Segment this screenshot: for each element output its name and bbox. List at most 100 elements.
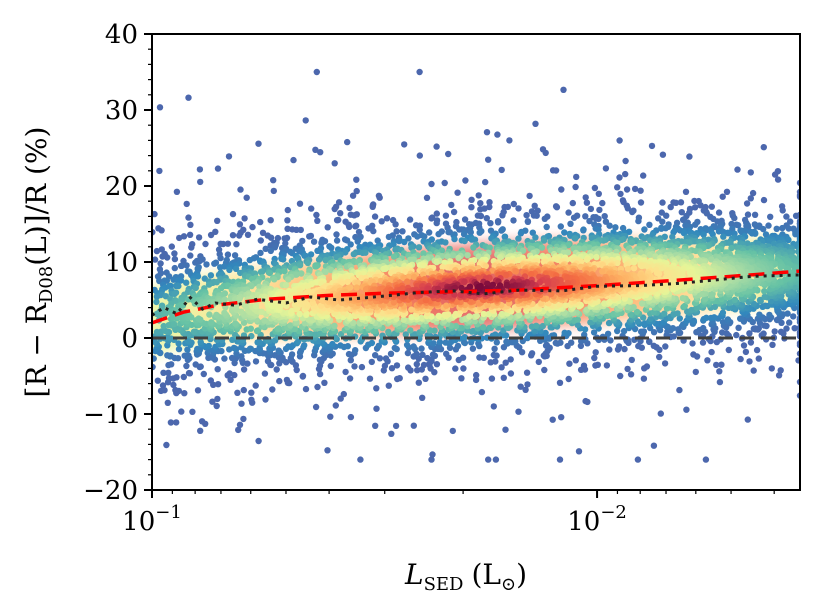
scatter-point (775, 372, 783, 379)
scatter-point (392, 422, 400, 430)
scatter-point (744, 416, 751, 423)
scatter-point (428, 215, 435, 222)
scatter-point (762, 231, 770, 238)
scatter-point (659, 218, 666, 225)
scatter-point (531, 202, 538, 209)
scatter-point (180, 373, 187, 381)
scatter-point (723, 188, 731, 195)
scatter-point (731, 214, 738, 222)
scatter-point (296, 262, 304, 269)
scatter-point (171, 320, 178, 328)
scatter-point (773, 225, 780, 232)
scatter-point (643, 363, 651, 370)
scatter-point (312, 331, 319, 338)
scatter-point (221, 263, 228, 270)
scatter-point (622, 170, 629, 178)
scatter-point (156, 104, 164, 111)
scatter-point (760, 196, 768, 204)
scatter-point (290, 156, 297, 164)
scatter-point (271, 276, 278, 283)
scatter-point (271, 244, 279, 251)
scatter-point (423, 194, 431, 201)
scatter-point (257, 237, 264, 244)
scatter-point (252, 303, 260, 310)
scatter-point (181, 390, 188, 397)
scatter-point (220, 240, 227, 248)
scatter-point (304, 259, 312, 267)
scatter-point (500, 374, 507, 381)
scatter-point (562, 302, 569, 309)
scatter-point (507, 370, 515, 377)
scatter-point (347, 357, 354, 364)
scatter-point (517, 383, 524, 390)
scatter-point (552, 339, 559, 347)
scatter-point (691, 204, 699, 211)
scatter-point (526, 192, 533, 200)
scatter-point (557, 339, 564, 346)
scatter-point (413, 361, 420, 368)
scatter-point (404, 278, 411, 285)
scatter-point (486, 244, 493, 251)
scatter-point (284, 225, 291, 232)
scatter-point (352, 347, 359, 354)
scatter-point (368, 339, 376, 347)
scatter-point (164, 254, 171, 261)
scatter-point (154, 377, 161, 384)
scatter-point (542, 329, 549, 337)
scatter-point (344, 343, 351, 350)
scatter-point (402, 331, 409, 338)
scatter-point (596, 206, 603, 214)
scatter-point (299, 372, 307, 380)
scatter-point (565, 375, 572, 383)
scatter-point (231, 252, 239, 259)
scatter-point (420, 361, 428, 369)
scatter-point (231, 331, 239, 339)
scatter-point (790, 313, 797, 320)
scatter-point (767, 213, 774, 220)
scatter-point (383, 215, 391, 222)
scatter-point (595, 190, 602, 197)
scatter-point (235, 426, 242, 434)
scatter-point (750, 367, 757, 374)
scatter-point (657, 410, 664, 417)
scatter-point (676, 315, 683, 322)
scatter-point (422, 375, 429, 382)
scatter-point (574, 316, 581, 323)
scatter-point (335, 199, 343, 206)
scatter-point (183, 362, 190, 370)
scatter-point (529, 229, 536, 236)
scatter-point (390, 253, 398, 260)
scatter-point (553, 204, 561, 211)
scatter-point (433, 210, 440, 217)
scatter-point (575, 448, 583, 455)
scatter-point (454, 342, 462, 350)
scatter-point (267, 234, 275, 241)
scatter-point (792, 231, 799, 238)
scatter-point (435, 230, 442, 238)
scatter-point (329, 340, 336, 348)
scatter-point (194, 345, 201, 353)
scatter-point (473, 371, 480, 379)
scatter-point (662, 343, 669, 350)
scatter-point (404, 349, 412, 357)
scatter-point (165, 374, 173, 382)
scatter-point (284, 206, 291, 214)
scatter-point (635, 217, 642, 225)
scatter-point (238, 353, 245, 360)
scatter-point (616, 174, 623, 181)
scatter-point (331, 160, 338, 167)
scatter-point (275, 325, 282, 332)
scatter-point (460, 339, 468, 346)
scatter-point (719, 329, 726, 336)
scatter-point (641, 235, 648, 242)
scatter-point (614, 239, 621, 247)
scatter-point (490, 351, 497, 359)
scatter-point (496, 254, 504, 261)
scatter-point (501, 233, 508, 240)
scatter-point (541, 215, 548, 222)
scatter-point (492, 456, 500, 463)
scatter-point (349, 192, 357, 199)
scatter-point (327, 413, 334, 420)
scatter-point (362, 249, 369, 256)
scatter-point (492, 358, 499, 365)
